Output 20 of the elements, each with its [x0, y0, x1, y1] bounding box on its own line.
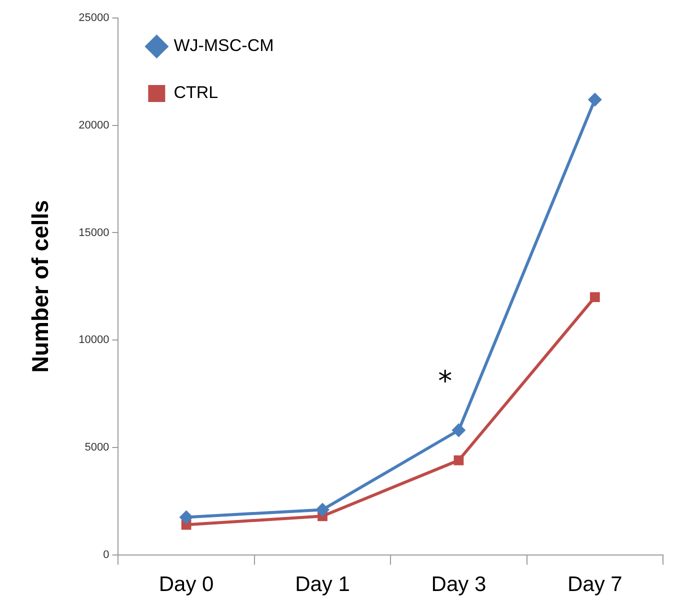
legend-label: CTRL — [174, 83, 218, 102]
x-tick-label: Day 3 — [431, 573, 486, 596]
point — [454, 455, 464, 466]
y-tick-label: 25000 — [78, 12, 110, 24]
x-tick-label: Day 1 — [295, 573, 350, 596]
legend-label: WJ-MSC-CM — [174, 36, 274, 56]
y-tick-label: 20000 — [78, 119, 110, 132]
point — [452, 423, 466, 438]
y-tick-label: 0 — [103, 548, 110, 561]
point — [179, 510, 194, 524]
point — [590, 292, 600, 302]
point — [315, 502, 330, 517]
x-tick-label: Day 0 — [158, 573, 214, 596]
y-tick-label: 5000 — [84, 441, 110, 454]
annotation: * — [438, 364, 452, 398]
point — [588, 92, 602, 107]
y-axis-title: Number of cells — [27, 200, 54, 373]
y-tick-label: 10000 — [78, 334, 110, 346]
y-tick-label: 15000 — [78, 226, 110, 239]
x-tick-label: Day 7 — [567, 573, 622, 596]
